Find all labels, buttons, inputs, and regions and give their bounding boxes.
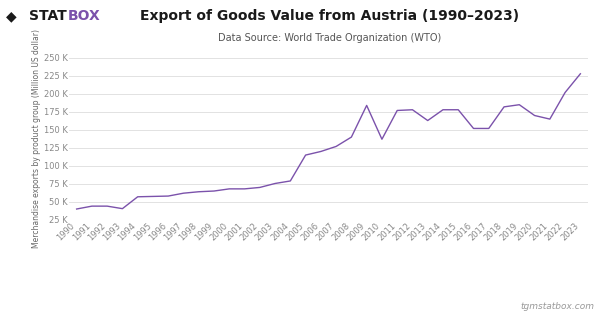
Y-axis label: Merchandise exports by product group (Million US dollar): Merchandise exports by product group (Mi… xyxy=(32,29,41,248)
Text: ◆: ◆ xyxy=(6,9,17,24)
Text: tgmstatbox.com: tgmstatbox.com xyxy=(520,302,594,311)
Text: STAT: STAT xyxy=(29,9,67,24)
Text: BOX: BOX xyxy=(68,9,101,24)
Text: Data Source: World Trade Organization (WTO): Data Source: World Trade Organization (W… xyxy=(218,33,442,43)
Text: Export of Goods Value from Austria (1990–2023): Export of Goods Value from Austria (1990… xyxy=(140,9,520,24)
